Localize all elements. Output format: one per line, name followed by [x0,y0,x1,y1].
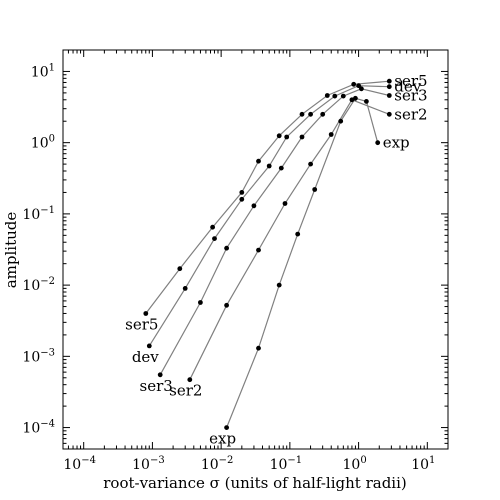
data-point-dev [284,134,290,140]
y-axis-label: amplitude [2,212,20,289]
data-point-ser3 [359,86,364,92]
series-line-ser2 [189,99,390,380]
axes-frame [62,49,449,450]
series-label-end-exp: exp [383,134,410,152]
x-tick-label: 10−2 [201,455,234,473]
data-point-ser3 [278,165,284,171]
x-tick-label: 101 [411,455,435,473]
data-point-exp [312,187,318,192]
data-point-ser3 [157,372,163,378]
y-tick-label: 10−2 [22,276,55,294]
series-line-ser3 [159,88,390,376]
data-point-ser2 [282,201,288,206]
data-point-ser5 [143,311,149,316]
data-point-dev [182,286,188,291]
x-tick-label: 10−4 [63,455,96,473]
data-point-ser5 [239,190,245,195]
series-line-exp [226,97,379,428]
data-point-ser3 [386,93,392,98]
series-label-start-ser3: ser3 [140,377,173,395]
data-point-ser5 [386,78,392,84]
series-label-start-dev: dev [132,348,159,366]
series-label-start-ser2: ser2 [169,382,202,400]
axis-ticks: 10−4 10−3 10−2 10−1 100 101 10−4 10−3 10−2 10−1 10… [22,49,449,473]
series-lines [145,80,390,428]
data-point-exp [224,425,230,430]
x-axis-label: root-variance σ (units of half-light rad… [103,474,407,492]
y-tick-label: 101 [31,62,55,80]
data-point-ser5 [299,111,305,117]
data-point-ser2 [187,377,193,383]
data-point-ser3 [340,93,346,99]
data-point-ser5 [210,224,216,230]
data-point-dev [212,236,217,242]
series-label-start-ser5: ser5 [125,316,158,334]
y-tick-label: 100 [31,134,55,152]
y-tick-label: 10−3 [22,347,55,365]
data-point-ser3 [320,111,326,117]
data-point-ser5 [351,81,357,87]
data-point-ser2 [386,111,392,117]
data-point-exp [353,95,358,101]
data-point-ser5 [256,158,261,164]
series-label-start-exp: exp [209,430,236,448]
data-point-ser2 [224,302,230,308]
data-point-ser2 [308,161,313,167]
series-label-end-ser2: ser2 [394,105,427,123]
data-point-exp [364,99,369,104]
x-tick-label: 10−1 [270,455,303,473]
data-point-ser5 [177,266,183,272]
data-point-ser2 [328,132,334,137]
data-point-ser3 [251,203,257,209]
data-point-dev [266,163,272,169]
y-tick-label: 10−1 [22,205,55,223]
data-point-ser3 [224,245,230,251]
data-point-dev [356,83,361,89]
series-line-dev [148,85,390,347]
data-point-dev [239,196,245,202]
data-point-dev [386,84,392,90]
data-point-exp [375,140,381,146]
data-point-ser3 [299,134,305,140]
data-point-exp [295,231,301,237]
series-label-end-ser5: ser5 [394,72,427,90]
data-point-ser3 [198,300,203,305]
series-label-end-ser3: ser3 [394,87,427,105]
y-tick-label: 10−4 [22,419,55,437]
series-points [143,78,392,430]
data-point-exp [338,118,344,124]
series-label-end-dev: dev [394,78,421,96]
x-tick-label: 10−3 [132,455,165,473]
data-point-dev [146,343,152,349]
data-point-exp [256,345,261,351]
data-point-exp [276,282,282,288]
data-point-ser5 [324,93,330,98]
series-line-ser5 [145,80,390,314]
data-point-dev [332,93,338,99]
data-point-ser2 [256,247,261,253]
x-tick-label: 100 [342,455,366,473]
plot-area [62,49,449,450]
data-point-ser5 [276,133,282,139]
data-point-dev [308,111,313,117]
